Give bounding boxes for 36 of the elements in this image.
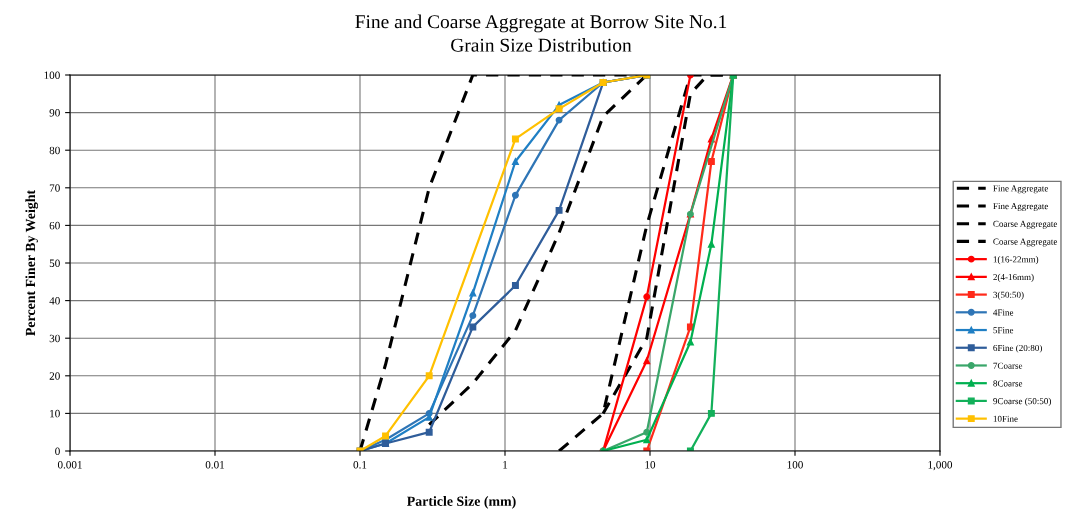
- y-tick-label: 40: [49, 297, 60, 305]
- y-tick-label: 70: [49, 184, 60, 192]
- x-tick-label: 0.1: [353, 461, 367, 469]
- legend-label: 9Coarse (50:50): [993, 397, 1051, 406]
- y-tick-label: 50: [49, 259, 60, 267]
- y-tick-label: 100: [44, 71, 60, 79]
- y-tick-label: 10: [50, 409, 60, 418]
- y-tick-label: 60: [49, 221, 60, 230]
- legend-label: Coarse Aggregate: [993, 220, 1058, 229]
- legend-label: Fine Aggregate: [993, 185, 1049, 194]
- legend-label: 8Coarse: [993, 380, 1023, 387]
- chart-title: Fine and Coarse Aggregate at Borrow Site No.1: [355, 14, 727, 33]
- legend-label: Fine Aggregate: [993, 203, 1049, 212]
- legend-label: Coarse Aggregate: [993, 238, 1058, 247]
- legend-label: 7Coarse: [993, 362, 1023, 369]
- legend-label: 10Fine: [993, 415, 1018, 422]
- y-tick-label: 30: [49, 334, 60, 343]
- x-tick-label: 1,000: [928, 461, 953, 471]
- y-axis-title: Percent Finer By Weight: [25, 189, 39, 336]
- y-tick-label: 90: [49, 109, 60, 117]
- legend-label: 1(16-22mm): [993, 256, 1039, 265]
- legend-label: 3(50:50): [993, 291, 1024, 300]
- legend-label: 5Fine: [993, 327, 1014, 334]
- chart-subtitle: Grain Size Distribution: [451, 38, 632, 52]
- y-tick-label: 20: [49, 372, 60, 380]
- x-tick-label: 100: [787, 461, 803, 469]
- legend-label: 6Fine (20:80): [993, 344, 1042, 353]
- x-tick-label: 1: [503, 461, 508, 469]
- legend-label: 4Fine: [993, 309, 1014, 316]
- x-tick-label: 10: [645, 461, 656, 469]
- x-tick-label: 0.01: [205, 461, 225, 469]
- y-tick-label: 80: [49, 146, 60, 155]
- y-tick-label: 0: [55, 447, 60, 455]
- x-axis-title: Particle Size (mm): [406, 496, 516, 509]
- x-tick-label: 0.001: [57, 461, 82, 469]
- legend-label: 2(4-16mm): [993, 273, 1034, 282]
